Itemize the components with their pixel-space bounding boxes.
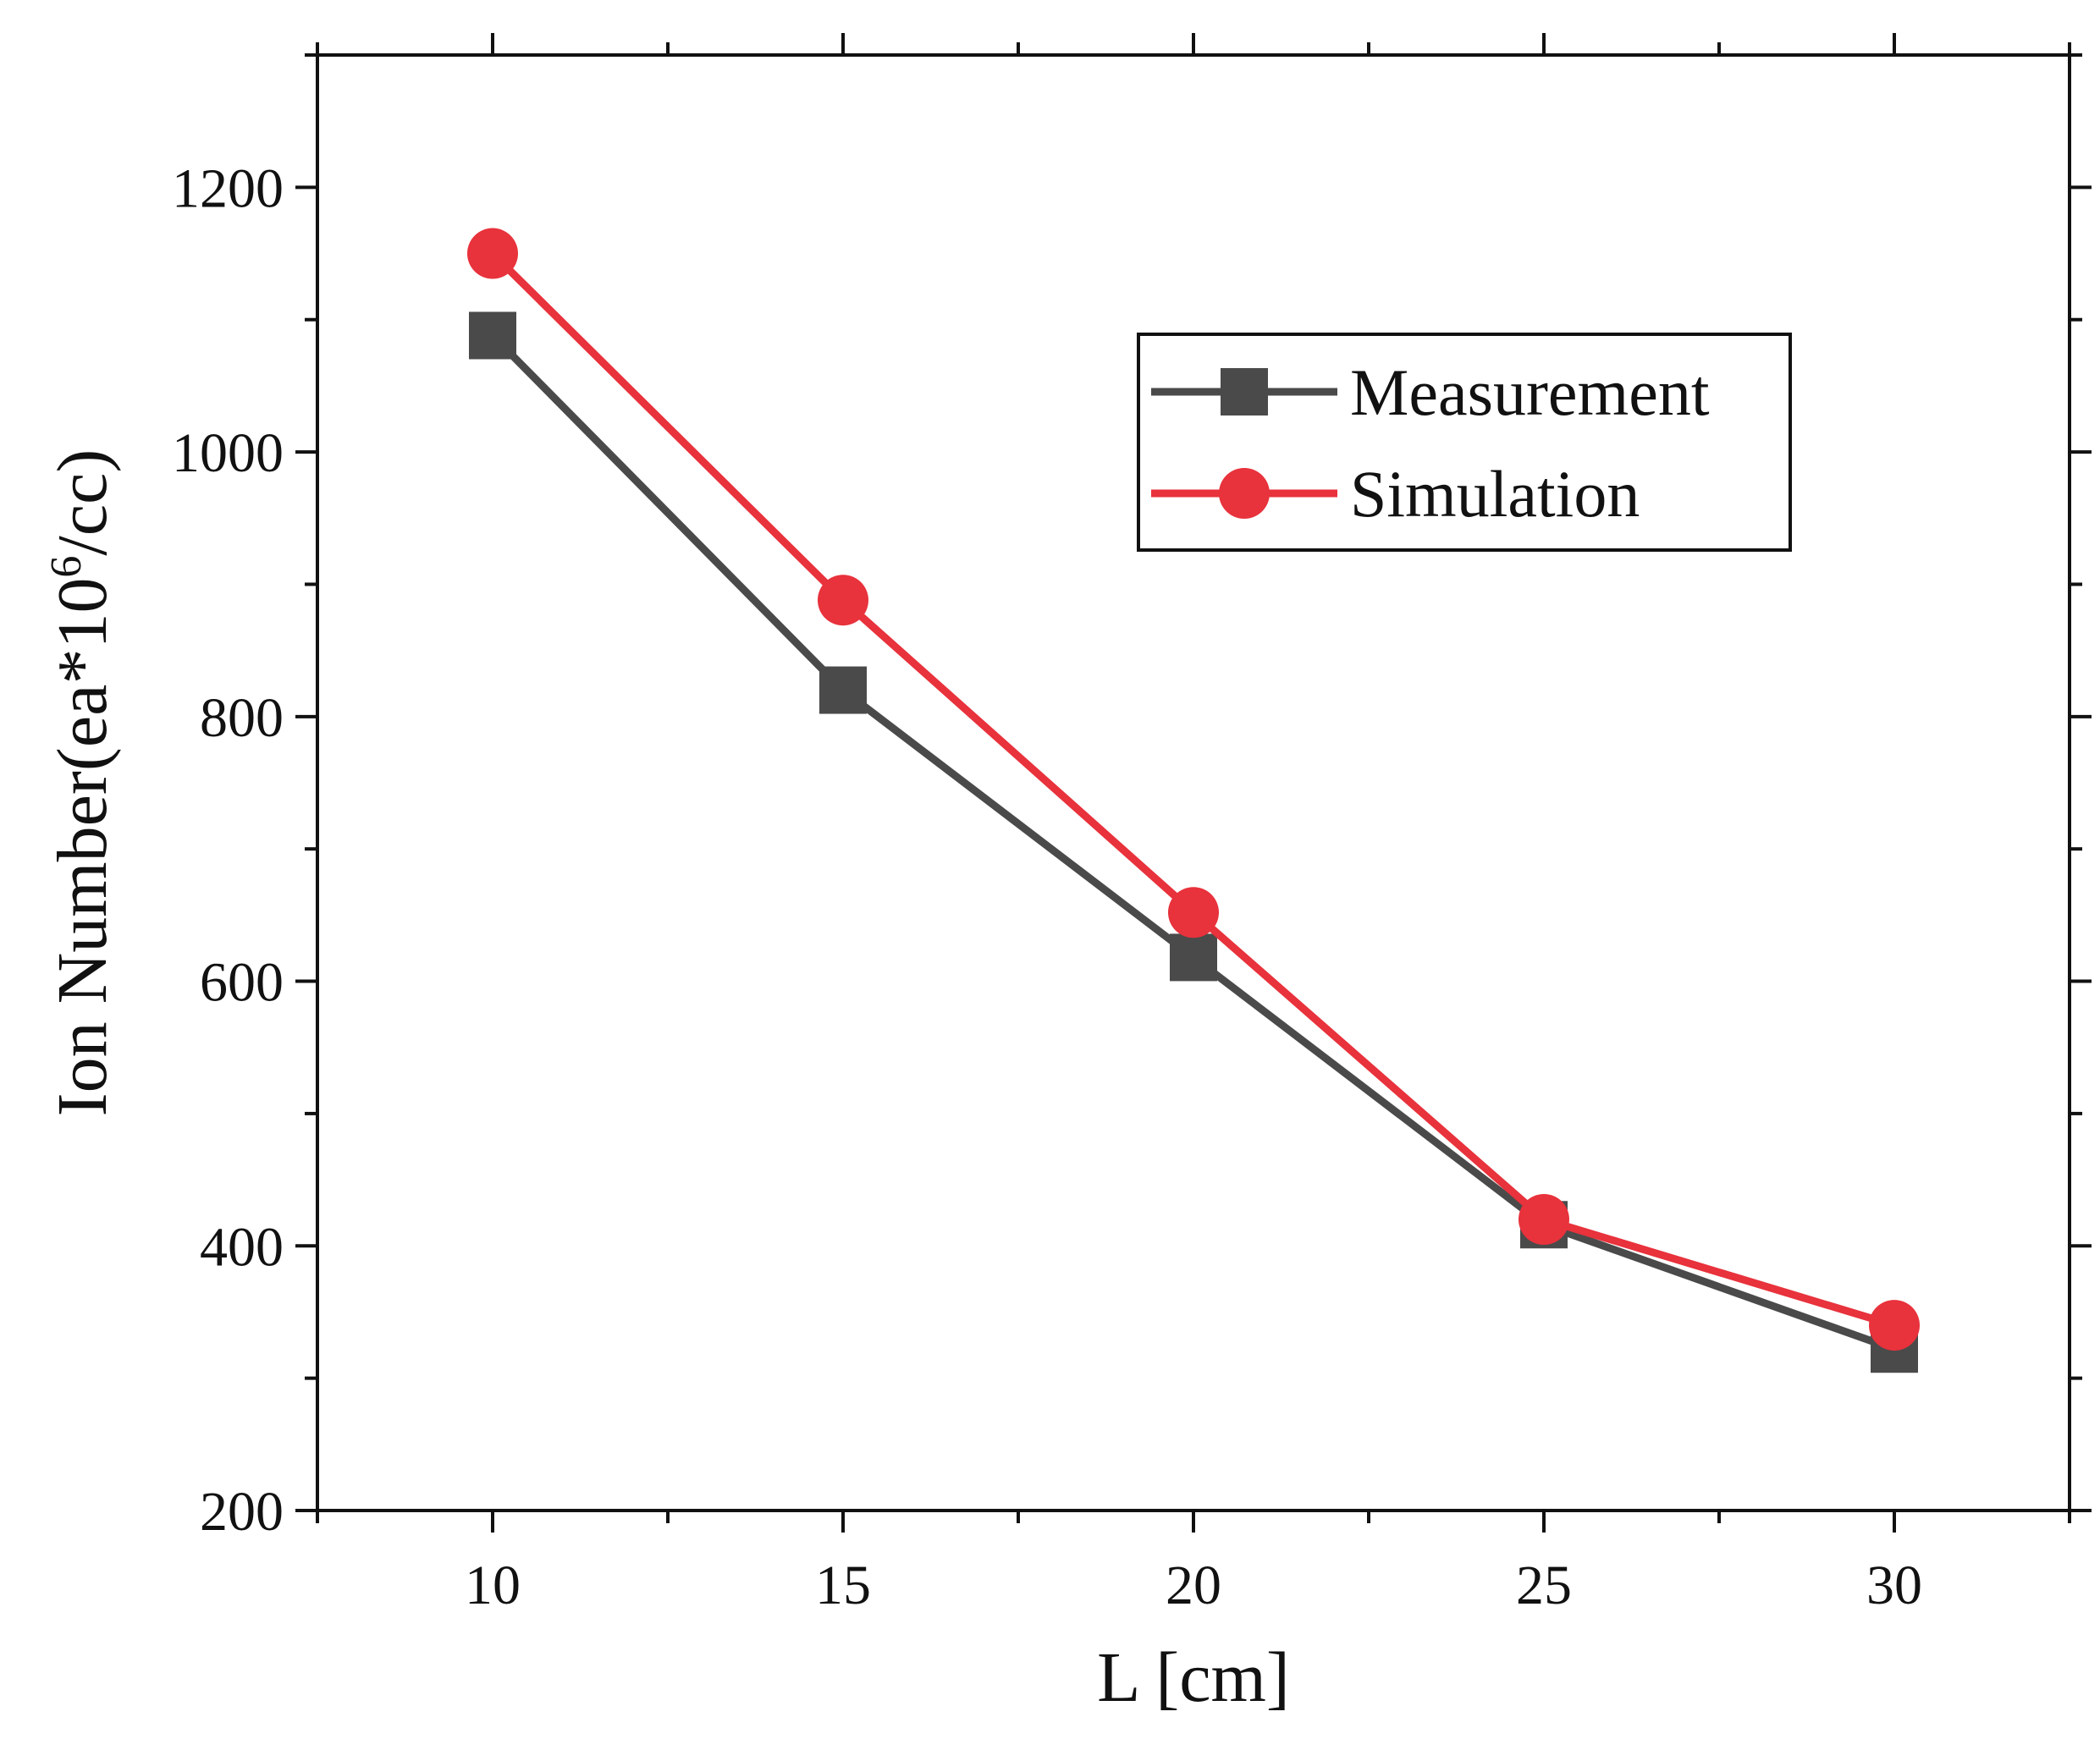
x-tick-label: 30 bbox=[1866, 1555, 1922, 1616]
data-point-measurement bbox=[1170, 933, 1217, 982]
x-axis-title: L [cm] bbox=[1097, 1638, 1290, 1717]
legend-marker-simulation bbox=[1219, 468, 1270, 519]
y-axis-title-main: Ion Number(ea*10 bbox=[43, 578, 122, 1117]
series-layer bbox=[467, 228, 1920, 1373]
y-axis-title: Ion Number(ea*106/cc) bbox=[42, 449, 122, 1117]
plot-frame bbox=[316, 53, 2071, 1512]
y-tick-label: 200 bbox=[200, 1481, 284, 1543]
y-tick-label: 600 bbox=[200, 952, 284, 1014]
legend-label-measurement: Measurement bbox=[1350, 355, 1710, 429]
data-point-measurement bbox=[819, 666, 867, 714]
y-tick-label: 1000 bbox=[172, 422, 284, 484]
data-point-simulation bbox=[467, 228, 518, 279]
y-axis-title-superscript: 6 bbox=[42, 556, 91, 578]
y-tick-label: 400 bbox=[200, 1216, 284, 1278]
legend: Measurement Simulation bbox=[1137, 333, 1792, 552]
data-point-simulation bbox=[818, 575, 868, 626]
series-simulation bbox=[467, 228, 1920, 1351]
data-point-simulation bbox=[1519, 1194, 1569, 1245]
x-tick-label: 20 bbox=[1166, 1555, 1221, 1616]
x-tick-label: 10 bbox=[465, 1555, 521, 1616]
data-point-simulation bbox=[1168, 887, 1219, 938]
data-point-simulation bbox=[1869, 1300, 1920, 1351]
x-tick-label: 15 bbox=[815, 1555, 871, 1616]
axis-ticks bbox=[295, 33, 2092, 1533]
x-tick-label: 25 bbox=[1516, 1555, 1572, 1616]
legend-label-simulation: Simulation bbox=[1350, 457, 1640, 531]
legend-marker-measurement bbox=[1221, 368, 1268, 415]
y-axis-title-suffix: /cc) bbox=[43, 449, 122, 556]
data-point-measurement bbox=[469, 311, 516, 360]
y-tick-label: 800 bbox=[200, 687, 284, 749]
tick-labels: 10 15 20 25 30 200 400 600 800 1000 1200 bbox=[172, 157, 1922, 1616]
y-tick-label: 1200 bbox=[172, 157, 284, 219]
